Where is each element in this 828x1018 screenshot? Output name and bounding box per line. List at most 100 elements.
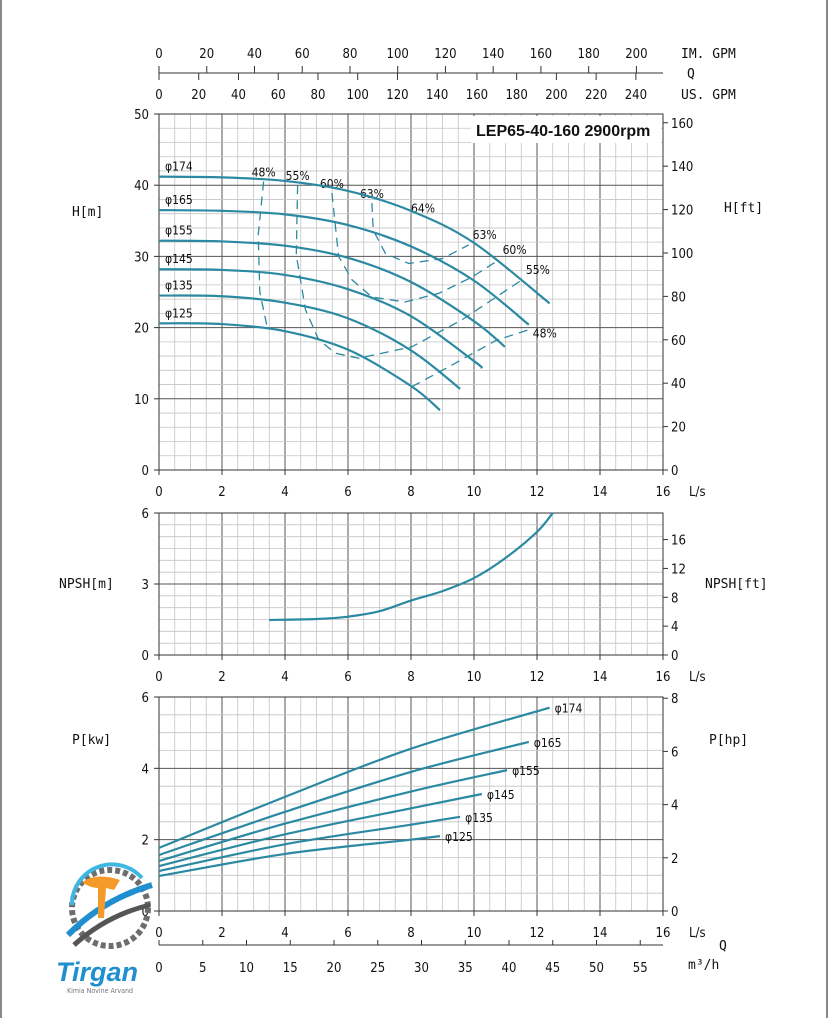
annotation-label: 64%: [411, 202, 435, 216]
y-right-tick-label: 0: [671, 905, 678, 920]
series-line-head: [158, 209, 530, 326]
x-axis-label: L/s: [689, 670, 706, 685]
y-axis-label: P[kw]: [72, 733, 111, 748]
m3h-tick-label: 45: [545, 961, 560, 976]
m3h-tick-label: 25: [370, 961, 385, 976]
logo-wordmark: Tirgan: [56, 957, 138, 987]
power-chart: 0 2 4 6 8 10 12 14 16 L/s0246P[kw]02468P[hp]φ174φ…: [72, 691, 748, 941]
y-right-tick-label: 100: [671, 247, 693, 262]
x-tick-label: 0: [155, 670, 162, 685]
impeller-label: φ165: [534, 736, 562, 750]
x-tick-label: 12: [530, 926, 545, 941]
efficiency-label: 63%: [473, 228, 497, 242]
us-gpm-tick-label: 120: [386, 88, 408, 103]
x-tick-label: 2: [218, 926, 225, 941]
series-line-power: [158, 792, 483, 868]
y-right-tick-label: 4: [671, 799, 678, 814]
impeller-label: φ135: [165, 279, 193, 293]
x-tick-label: 16: [656, 926, 671, 941]
y-right-tick-label: 6: [671, 745, 678, 760]
x-axis-label: L/s: [689, 485, 706, 500]
logo-tagline: Kimia Novine Arvand: [67, 987, 133, 995]
us-gpm-tick-label: 200: [545, 88, 567, 103]
us-gpm-tick-label: 240: [625, 88, 647, 103]
series-line-power: [158, 706, 550, 849]
wave-icon: [65, 882, 153, 938]
x-tick-label: 8: [407, 485, 414, 500]
y-right-tick-label: 8: [671, 692, 678, 707]
efficiency-label: 48%: [252, 166, 276, 180]
x-tick-label: 16: [656, 670, 671, 685]
m3h-tick-label: 20: [327, 961, 342, 976]
chart-title: LEP65-40-160 2900rpm: [476, 123, 650, 140]
y-right-axis-label: P[hp]: [709, 733, 748, 748]
series-line-head: [158, 175, 551, 305]
x-tick-label: 4: [281, 670, 288, 685]
x-tick-label: 4: [281, 485, 288, 500]
series-line-npsh: [269, 512, 554, 622]
arc-icon: [69, 862, 144, 906]
im-gpm-tick-label: 200: [625, 47, 647, 62]
y-tick-label: 2: [142, 834, 149, 849]
efficiency-contour: [331, 192, 499, 303]
im-gpm-tick-label: 160: [530, 47, 552, 62]
us-gpm-tick-label: 60: [271, 88, 286, 103]
x-tick-label: 8: [407, 670, 414, 685]
im-gpm-tick-label: 40: [247, 47, 262, 62]
x-tick-label: 14: [593, 670, 608, 685]
im-gpm-tick-label: 100: [387, 47, 409, 62]
t-emblem-icon: [82, 876, 120, 918]
us-gpm-tick-label: 80: [311, 88, 326, 103]
impeller-label: φ174: [555, 702, 583, 716]
x-tick-label: 14: [593, 485, 608, 500]
series-line-power: [158, 740, 530, 857]
im-gpm-tick-label: 20: [199, 47, 214, 62]
im-gpm-tick-label: 180: [577, 47, 599, 62]
y-right-axis-label: H[ft]: [724, 201, 763, 216]
m3h-tick-label: 35: [458, 961, 473, 976]
us-gpm-label: US. GPM: [681, 88, 736, 103]
im-gpm-tick-label: 120: [434, 47, 456, 62]
impeller-label: φ125: [165, 306, 193, 320]
x-tick-label: 2: [218, 670, 225, 685]
im-gpm-tick-label: 0: [155, 47, 162, 62]
us-gpm-tick-label: 180: [505, 88, 527, 103]
x-tick-label: 2: [218, 485, 225, 500]
m3h-tick-label: 30: [414, 961, 429, 976]
y-right-tick-label: 0: [671, 649, 678, 664]
x-tick-label: 6: [344, 926, 351, 941]
y-right-tick-label: 80: [671, 290, 686, 305]
y-tick-label: 10: [134, 393, 149, 408]
impeller-label: φ145: [487, 788, 515, 802]
x-tick-label: 8: [407, 926, 414, 941]
series-line-power: [158, 769, 508, 863]
y-tick-label: 0: [142, 464, 149, 479]
title-box: [471, 116, 661, 143]
x-tick-label: 0: [155, 485, 162, 500]
us-gpm-tick-label: 40: [231, 88, 246, 103]
impeller-label: φ125: [445, 830, 473, 844]
x-tick-label: 6: [344, 485, 351, 500]
m3h-tick-label: 50: [589, 961, 604, 976]
m3h-tick-label: 0: [155, 961, 162, 976]
flow-axis-bottom: 0 5 10 15 20 25 30 35 40 45 50 55 Qm³/h: [155, 939, 727, 976]
q-label-bottom: Q: [719, 939, 727, 954]
efficiency-contour: [411, 329, 530, 388]
y-right-tick-label: 16: [671, 534, 686, 549]
us-gpm-tick-label: 160: [466, 88, 488, 103]
m3h-label: m³/h: [688, 958, 719, 973]
y-right-tick-label: 2: [671, 852, 678, 867]
y-right-tick-label: 140: [671, 160, 693, 175]
x-tick-label: 12: [530, 670, 545, 685]
y-right-tick-label: 60: [671, 334, 686, 349]
series-line-head: [158, 294, 461, 390]
efficiency-label: 63%: [360, 187, 384, 201]
y-right-tick-label: 0: [671, 464, 678, 479]
impeller-label: φ135: [465, 811, 493, 825]
m3h-tick-label: 5: [199, 961, 206, 976]
x-tick-label: 6: [344, 670, 351, 685]
series-line-power: [158, 815, 461, 873]
us-gpm-tick-label: 140: [426, 88, 448, 103]
